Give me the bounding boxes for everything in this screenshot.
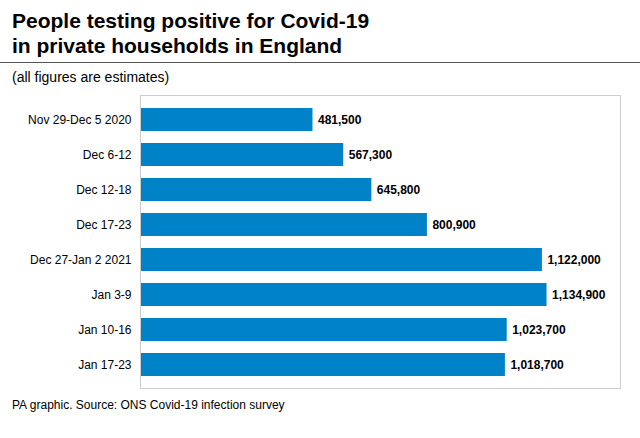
html-text:(all figures are estimates): (all figures are estimates) (12, 69, 170, 86)
svg-text:Dec 12-18: Dec 12-18 (76, 183, 132, 197)
svg-text:1,023,700: 1,023,700 (512, 323, 566, 337)
svg-text:Dec 6-12: Dec 6-12 (83, 148, 132, 162)
html-text:in private households in Engla: in private households in England (12, 34, 343, 58)
svg-text:481,500: 481,500 (318, 113, 362, 127)
svg-text:Nov 29-Dec 5 2020: Nov 29-Dec 5 2020 (28, 113, 132, 127)
html-text:PA graphic. Source: ONS Covid-: PA graphic. Source: ONS Covid-19 infecti… (12, 398, 285, 413)
svg-text:Dec 27-Jan 2 2021: Dec 27-Jan 2 2021 (30, 253, 132, 267)
svg-text:645,800: 645,800 (377, 183, 421, 197)
svg-text:Jan 17-23: Jan 17-23 (78, 358, 132, 372)
svg-text:1,122,000: 1,122,000 (547, 253, 601, 267)
svg-text:800,900: 800,900 (432, 218, 476, 232)
html-text:People testing positive for Co: People testing positive for Covid-19 (12, 9, 370, 32)
svg-text:1,134,900: 1,134,900 (552, 288, 606, 302)
svg-text:Dec 17-23: Dec 17-23 (76, 218, 132, 232)
svg-text:1,018,700: 1,018,700 (510, 358, 564, 372)
svg-text:567,300: 567,300 (349, 148, 393, 162)
svg-text:Jan 10-16: Jan 10-16 (78, 323, 132, 337)
svg-text:Jan 3-9: Jan 3-9 (91, 288, 131, 302)
